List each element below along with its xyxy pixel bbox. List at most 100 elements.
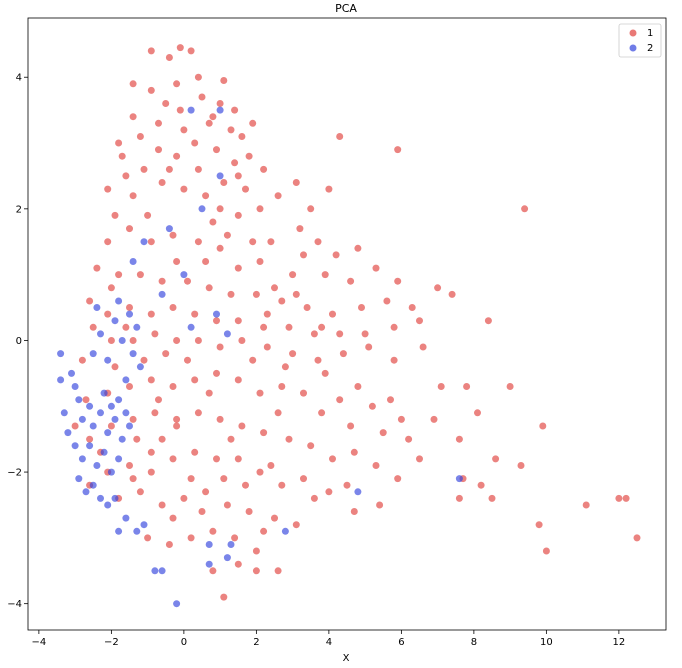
point-series-2 <box>89 422 97 430</box>
point-series-1 <box>136 133 144 140</box>
point-series-2 <box>71 442 79 450</box>
point-series-1 <box>129 80 137 88</box>
point-series-2 <box>100 389 108 397</box>
point-series-2 <box>140 521 148 529</box>
point-series-1 <box>376 501 384 509</box>
point-series-1 <box>227 435 235 443</box>
point-series-1 <box>227 290 235 298</box>
point-series-1 <box>216 244 224 252</box>
point-series-2 <box>97 409 104 417</box>
point-series-1 <box>234 317 242 325</box>
point-series-2 <box>86 402 94 410</box>
point-series-1 <box>202 258 210 265</box>
point-series-1 <box>86 297 94 305</box>
legend-label-2: 2 <box>647 43 653 54</box>
point-series-1 <box>492 455 500 463</box>
point-series-2 <box>122 376 130 384</box>
y-tick-label: −4 <box>7 599 22 610</box>
point-series-1 <box>115 271 123 279</box>
point-series-2 <box>82 488 90 496</box>
point-series-2 <box>165 225 173 233</box>
point-series-1 <box>303 304 311 311</box>
point-series-1 <box>140 165 148 173</box>
y-tick-label: 2 <box>16 204 22 215</box>
point-series-1 <box>506 383 514 390</box>
point-series-1 <box>147 238 155 246</box>
point-series-1 <box>198 508 206 515</box>
point-series-1 <box>140 356 148 364</box>
point-series-1 <box>202 192 210 200</box>
point-series-1 <box>216 205 224 213</box>
point-series-1 <box>325 185 333 193</box>
point-series-1 <box>194 409 202 417</box>
point-series-1 <box>274 192 282 200</box>
point-series-1 <box>136 271 144 279</box>
point-series-1 <box>329 455 336 463</box>
point-series-2 <box>213 310 220 318</box>
point-series-1 <box>147 86 155 94</box>
point-series-1 <box>220 593 228 601</box>
point-series-1 <box>477 481 485 489</box>
point-series-1 <box>397 415 405 423</box>
point-series-1 <box>184 356 191 364</box>
point-series-1 <box>300 251 307 259</box>
point-series-1 <box>133 435 141 443</box>
legend: 1 2 <box>618 23 662 58</box>
point-series-1 <box>147 448 155 456</box>
point-series-1 <box>216 343 224 351</box>
x-tick-label: 10 <box>540 637 553 648</box>
legend-box <box>618 23 662 58</box>
point-series-1 <box>535 521 543 529</box>
point-series-2 <box>205 560 213 568</box>
point-series-2 <box>216 106 224 114</box>
point-series-1 <box>129 475 137 483</box>
point-series-1 <box>484 317 492 325</box>
point-series-1 <box>350 448 358 456</box>
point-series-1 <box>209 113 217 121</box>
point-series-1 <box>267 462 275 469</box>
point-series-1 <box>216 100 224 107</box>
point-series-1 <box>213 146 220 154</box>
point-series-1 <box>488 494 496 502</box>
point-series-1 <box>361 330 369 338</box>
point-series-2 <box>115 297 123 305</box>
point-series-1 <box>615 494 623 502</box>
point-series-1 <box>321 369 329 377</box>
point-series-1 <box>336 133 344 140</box>
point-series-1 <box>350 508 358 515</box>
point-series-1 <box>517 462 525 469</box>
point-series-1 <box>281 363 289 371</box>
point-series-1 <box>107 337 115 344</box>
point-series-2 <box>223 330 231 338</box>
point-series-1 <box>213 317 220 325</box>
point-series-2 <box>133 323 141 331</box>
point-series-1 <box>231 106 239 114</box>
x-tick-label: 2 <box>253 637 259 648</box>
point-series-1 <box>126 304 133 311</box>
point-series-1 <box>194 337 202 344</box>
point-series-2 <box>107 468 115 476</box>
point-series-1 <box>321 271 329 279</box>
point-series-1 <box>227 126 235 134</box>
point-series-1 <box>231 159 239 167</box>
point-series-2 <box>78 455 86 463</box>
y-tick-label: 0 <box>16 336 22 347</box>
point-series-2 <box>115 527 123 535</box>
point-series-1 <box>271 514 278 522</box>
point-series-1 <box>242 185 249 193</box>
y-tick-label: −2 <box>7 468 22 479</box>
point-series-1 <box>169 304 177 311</box>
point-series-2 <box>57 376 65 384</box>
point-series-1 <box>289 271 297 279</box>
point-series-1 <box>379 429 387 437</box>
point-series-2 <box>60 409 68 417</box>
point-series-1 <box>252 547 260 555</box>
x-tick-label: −2 <box>104 637 119 648</box>
point-series-1 <box>234 172 242 180</box>
point-series-2 <box>111 317 119 325</box>
point-series-1 <box>169 455 177 463</box>
point-series-1 <box>419 343 427 351</box>
point-series-2 <box>140 238 148 246</box>
point-series-2 <box>118 435 126 443</box>
point-series-2 <box>115 455 123 463</box>
